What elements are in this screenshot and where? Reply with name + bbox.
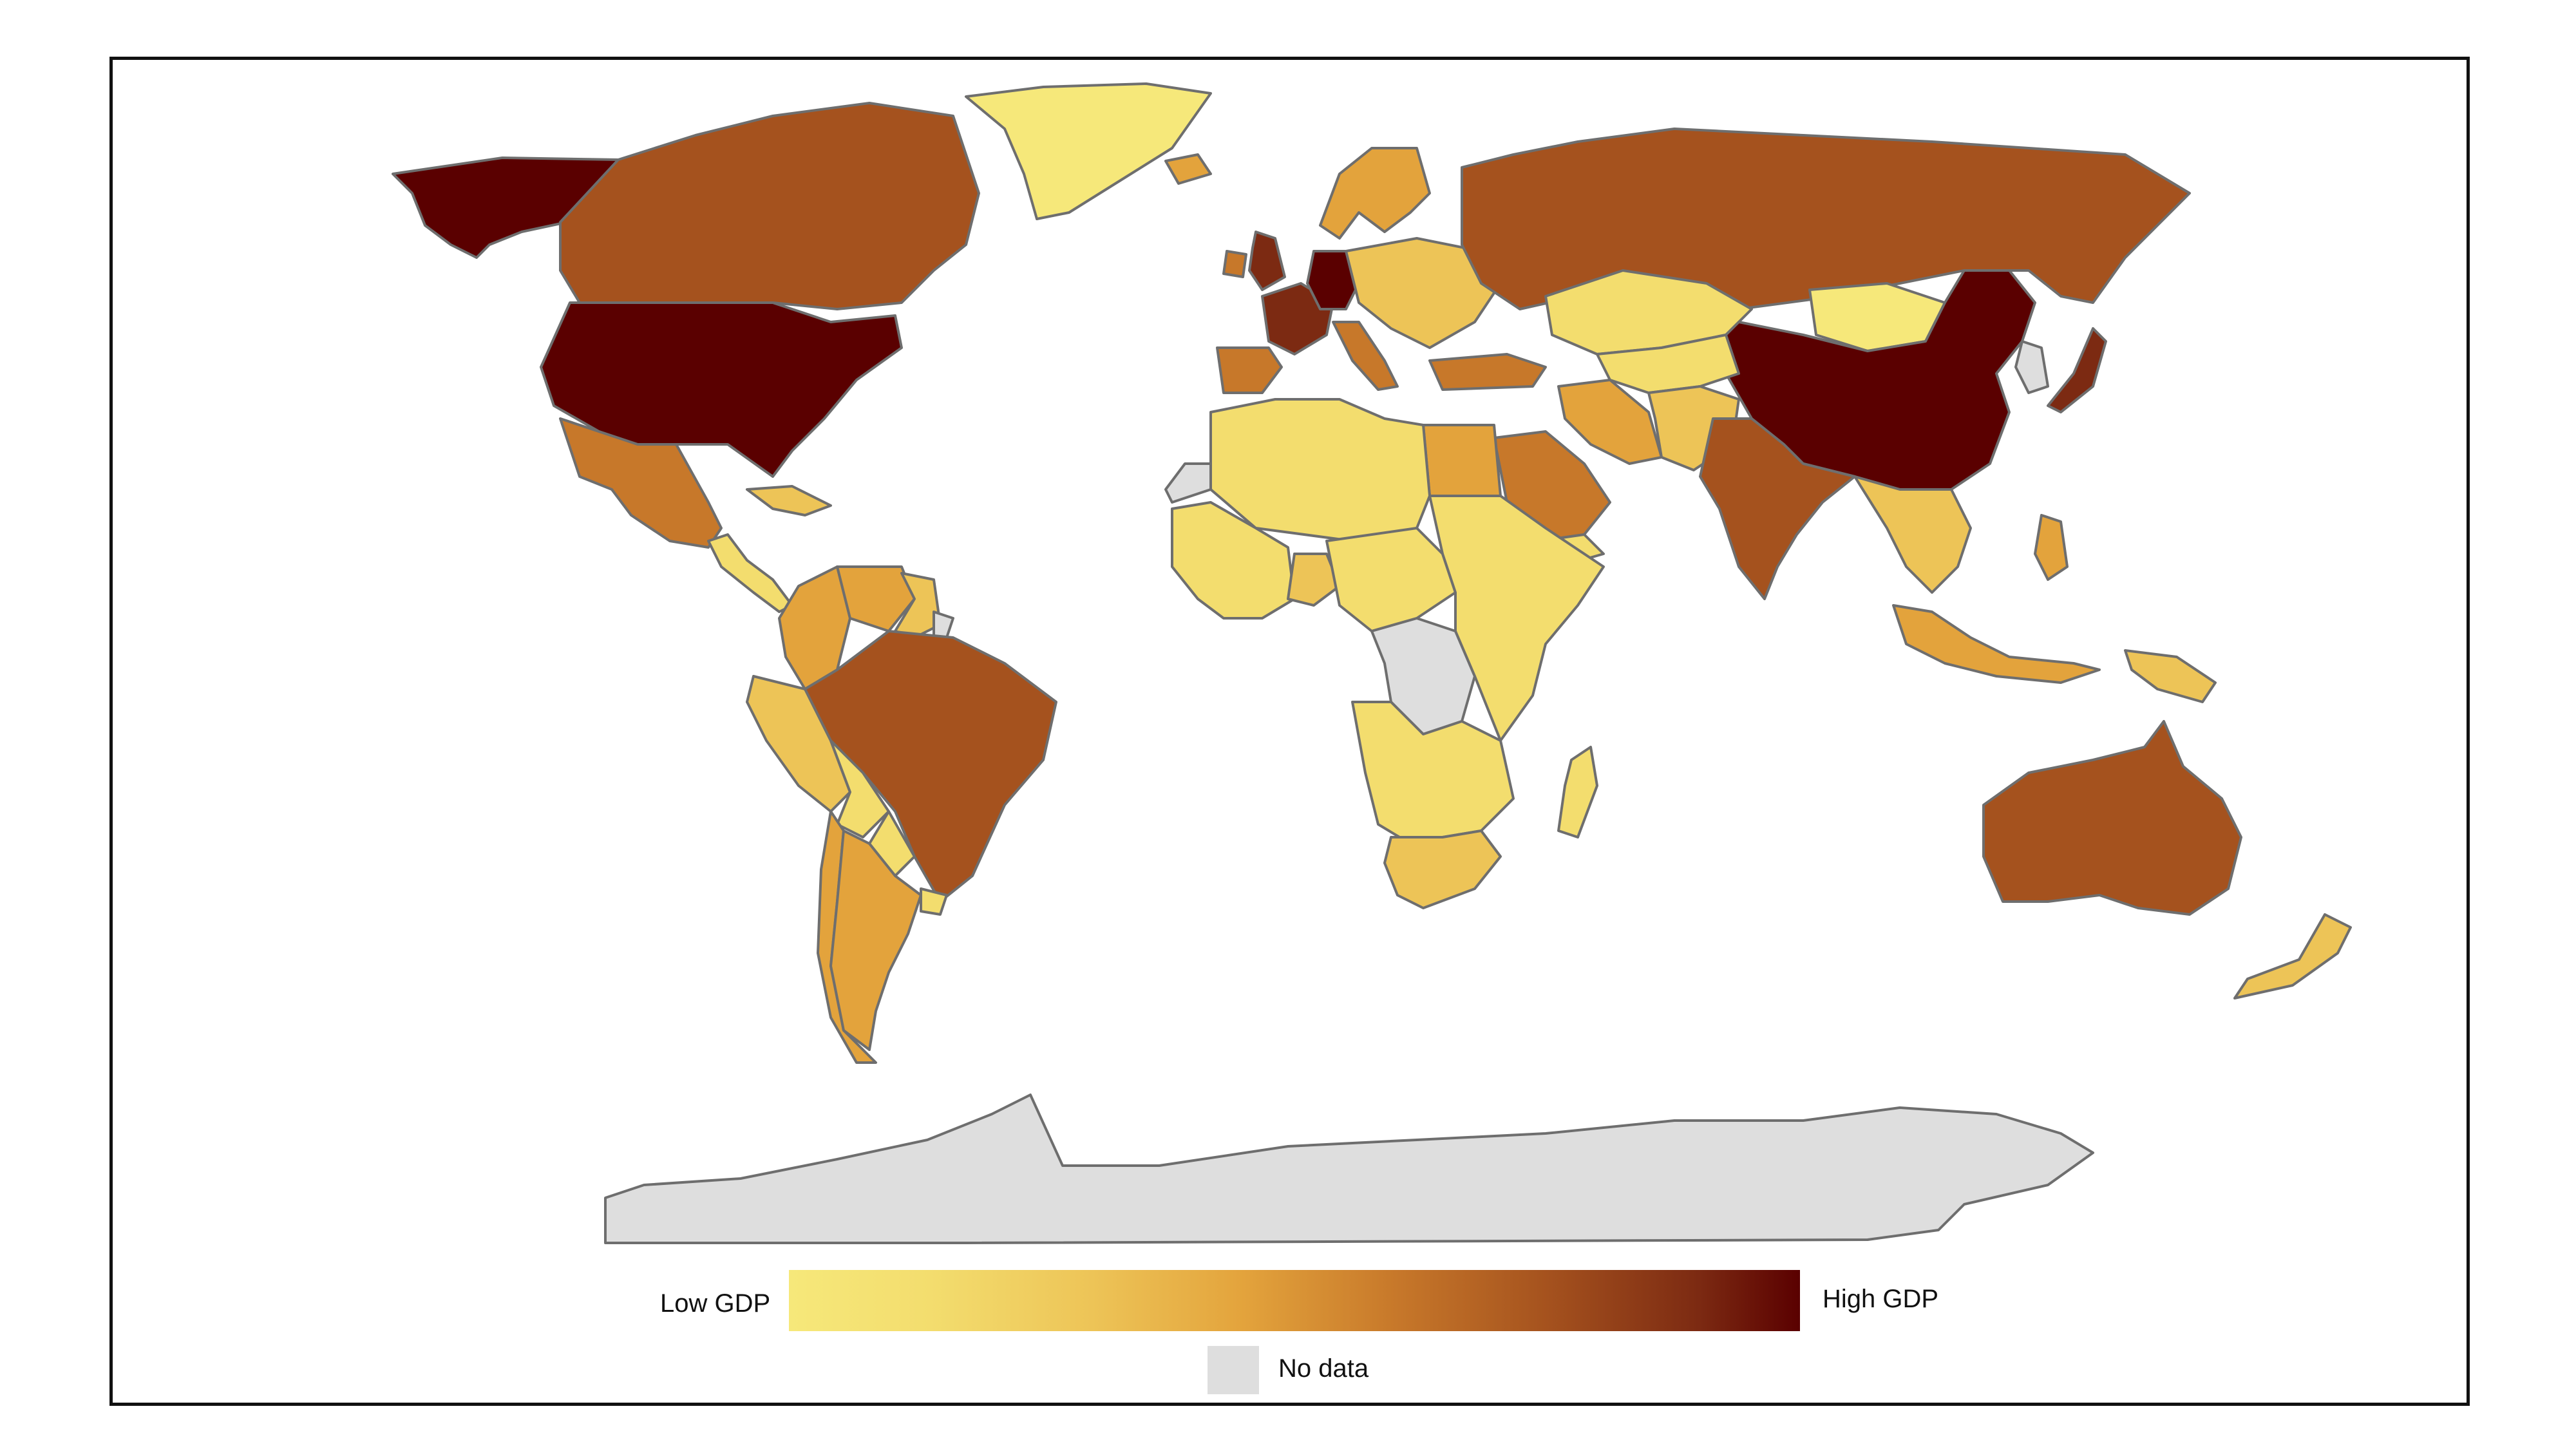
region-alaska[interactable]: Alaska xyxy=(392,156,620,259)
region-korea[interactable]: Korea xyxy=(2014,340,2049,394)
region-united-kingdom[interactable]: United Kingdom xyxy=(1248,231,1286,291)
region-italy[interactable]: Italy xyxy=(1332,321,1399,391)
legend-color-bar xyxy=(789,1270,1800,1331)
region-east-africa[interactable]: East Africa xyxy=(1428,495,1605,742)
region-southern-africa[interactable]: Southern Africa xyxy=(1351,701,1515,845)
region-mexico[interactable]: Mexico xyxy=(559,417,723,549)
legend-high-label: High GDP xyxy=(1823,1285,1939,1313)
region-australia[interactable]: Australia xyxy=(1982,720,2242,916)
region-venezuela[interactable]: Venezuela xyxy=(836,565,916,632)
region-central-africa[interactable]: Central Africa xyxy=(1325,527,1457,632)
region-madagascar[interactable]: Madagascar xyxy=(1557,746,1598,838)
region-nigeria[interactable]: Nigeria xyxy=(1287,553,1341,607)
legend-no-data-label: No data xyxy=(1278,1354,1369,1383)
region-scandinavia[interactable]: Scandinavia xyxy=(1319,147,1431,240)
region-canada[interactable]: Canada xyxy=(559,102,980,310)
legend-low-label: Low GDP xyxy=(660,1289,771,1318)
region-bolivia[interactable]: Bolivia xyxy=(829,739,890,838)
region-eastern-europe[interactable]: Eastern Europe xyxy=(1345,237,1502,349)
region-japan[interactable]: Japan xyxy=(2047,327,2107,413)
region-uruguay[interactable]: Uruguay xyxy=(920,887,948,916)
region-indonesia[interactable]: Indonesia xyxy=(1892,604,2101,684)
region-spain[interactable]: Spain xyxy=(1216,346,1283,394)
region-iran[interactable]: Iran xyxy=(1557,379,1663,465)
region-egypt[interactable]: Egypt xyxy=(1422,424,1502,497)
region-central-asia[interactable]: Central Asia xyxy=(1596,334,1740,394)
region-french-guiana[interactable]: French Guiana xyxy=(933,611,954,639)
region-greenland[interactable]: Greenland xyxy=(965,82,1212,220)
region-iceland[interactable]: Iceland xyxy=(1164,153,1212,185)
region-papua-new-guinea[interactable]: Papua New Guinea xyxy=(2124,649,2217,703)
region-central-america[interactable]: Central America xyxy=(707,533,793,613)
region-argentina[interactable]: Argentina xyxy=(829,829,922,1051)
region-united-states[interactable]: United States xyxy=(540,301,903,478)
region-southeast-asia[interactable]: Southeast Asia xyxy=(1853,475,1972,594)
region-caribbean[interactable]: Caribbean xyxy=(746,485,832,516)
region-south-africa[interactable]: South Africa xyxy=(1383,829,1502,909)
region-new-zealand[interactable]: New Zealand xyxy=(2233,913,2352,999)
region-ireland[interactable]: Ireland xyxy=(1222,250,1247,278)
region-russia[interactable]: Russia xyxy=(1461,128,2191,310)
region-philippines[interactable]: Philippines xyxy=(2034,514,2069,581)
region-turkey[interactable]: Turkey xyxy=(1428,353,1547,391)
legend-no-data-swatch xyxy=(1208,1346,1259,1394)
region-west-africa[interactable]: West Africa xyxy=(1171,501,1296,620)
region-india[interactable]: India xyxy=(1699,417,1856,600)
region-antarctica[interactable]: Antarctica xyxy=(604,1094,2094,1244)
